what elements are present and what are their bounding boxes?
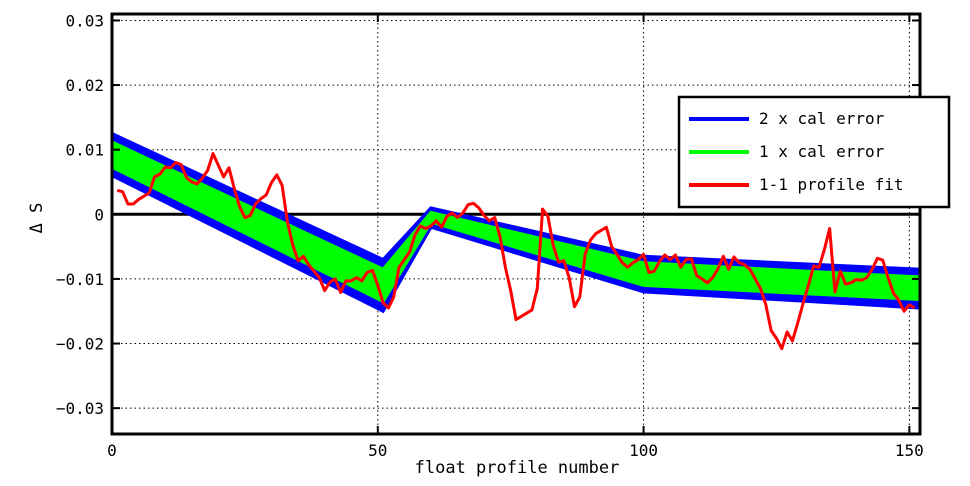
x-tick-label: 0	[107, 441, 117, 460]
axes	[110, 12, 922, 436]
y-tick-label: 0.02	[65, 76, 104, 95]
legend-label: 1 x cal error	[759, 142, 885, 161]
y-tick-label: 0.03	[65, 11, 104, 30]
x-tick-label: 50	[368, 441, 387, 460]
y-tick-label: 0	[94, 205, 104, 224]
x-axis-label: float profile number	[415, 458, 620, 478]
tick-labels: 0 50 100 150 −0.03 −0.02 −0.01 0 0.01 0.02 0.03	[56, 11, 924, 460]
y-axis-label: Δ S	[27, 203, 47, 234]
legend: 2 x cal error 1 x cal error 1-1 profile fi…	[677, 95, 951, 209]
series-lines	[116, 152, 916, 351]
x-tick-label: 100	[629, 441, 658, 460]
y-tick-label: −0.02	[56, 335, 104, 354]
x-tick-label: 150	[895, 441, 924, 460]
series-line-1-1-profile-fit	[116, 152, 916, 351]
y-tick-label: −0.03	[56, 399, 104, 418]
legend-label: 2 x cal error	[759, 109, 885, 128]
y-tick-label: −0.01	[56, 270, 104, 289]
plot-frame	[110, 12, 922, 436]
y-tick-label: 0.01	[65, 141, 104, 160]
legend-label: 1-1 profile fit	[759, 175, 904, 194]
